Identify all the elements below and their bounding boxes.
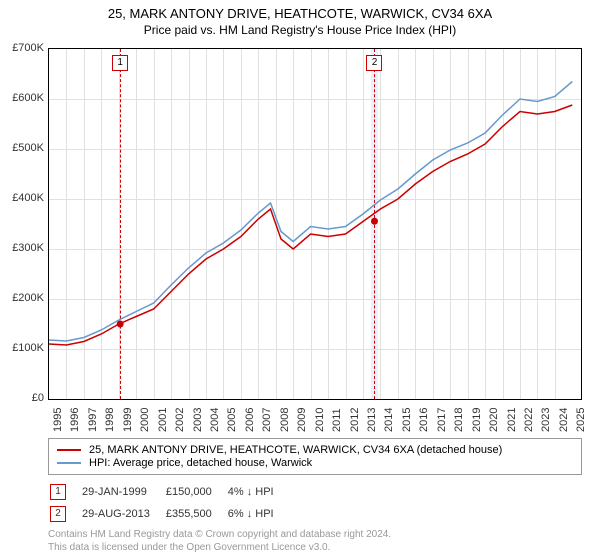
x-axis-label: 2022 — [523, 408, 535, 432]
chart-title: 25, MARK ANTONY DRIVE, HEATHCOTE, WARWIC… — [0, 6, 600, 21]
event-dot — [117, 321, 124, 328]
x-axis-label: 2016 — [418, 408, 430, 432]
footer-line-2: This data is licensed under the Open Gov… — [48, 541, 391, 554]
x-axis-label: 1995 — [52, 408, 64, 432]
event-dot — [371, 218, 378, 225]
legend-item: 25, MARK ANTONY DRIVE, HEATHCOTE, WARWIC… — [57, 444, 573, 456]
x-axis-label: 2018 — [453, 408, 465, 432]
event-delta: 4% ↓ HPI — [228, 482, 288, 502]
x-axis-label: 2024 — [558, 408, 570, 432]
series-red — [49, 105, 572, 345]
legend-label: 25, MARK ANTONY DRIVE, HEATHCOTE, WARWIC… — [89, 444, 502, 456]
event-row: 1 29-JAN-1999£150,0004% ↓ HPI — [50, 482, 288, 502]
legend: 25, MARK ANTONY DRIVE, HEATHCOTE, WARWIC… — [48, 438, 582, 475]
y-axis-label: £0 — [0, 392, 44, 404]
x-axis-label: 2014 — [383, 408, 395, 432]
title-block: 25, MARK ANTONY DRIVE, HEATHCOTE, WARWIC… — [0, 0, 600, 37]
x-axis-label: 1999 — [122, 408, 134, 432]
x-axis-label: 2009 — [296, 408, 308, 432]
x-axis-label: 2010 — [314, 408, 326, 432]
footer-line-1: Contains HM Land Registry data © Crown c… — [48, 528, 391, 541]
x-axis-label: 2003 — [192, 408, 204, 432]
x-axis-label: 2004 — [209, 408, 221, 432]
chart-subtitle: Price paid vs. HM Land Registry's House … — [0, 23, 600, 37]
x-axis-label: 2011 — [331, 408, 343, 432]
legend-swatch — [57, 449, 81, 451]
y-axis-label: £300K — [0, 242, 44, 254]
y-axis-label: £700K — [0, 42, 44, 54]
y-axis-label: £200K — [0, 292, 44, 304]
chart-plot-area: 12 — [48, 48, 582, 400]
event-price: £150,000 — [166, 482, 226, 502]
event-row: 2 29-AUG-2013£355,5006% ↓ HPI — [50, 504, 288, 524]
x-axis-label: 1997 — [87, 408, 99, 432]
x-axis-label: 2000 — [139, 408, 151, 432]
x-axis-label: 2017 — [436, 408, 448, 432]
legend-item: HPI: Average price, detached house, Warw… — [57, 457, 573, 469]
x-axis-label: 2005 — [226, 408, 238, 432]
event-row-marker: 1 — [50, 484, 66, 500]
y-axis-label: £100K — [0, 342, 44, 354]
event-row-marker: 2 — [50, 506, 66, 522]
events-table: 1 29-JAN-1999£150,0004% ↓ HPI 2 29-AUG-2013… — [48, 480, 290, 526]
event-date: 29-JAN-1999 — [82, 482, 164, 502]
x-axis-label: 2021 — [506, 408, 518, 432]
legend-label: HPI: Average price, detached house, Warw… — [89, 457, 312, 469]
y-axis-label: £400K — [0, 192, 44, 204]
series-blue — [49, 82, 572, 342]
x-axis-label: 1998 — [104, 408, 116, 432]
event-date: 29-AUG-2013 — [82, 504, 164, 524]
x-axis-label: 2020 — [488, 408, 500, 432]
chart-lines — [49, 49, 581, 399]
x-axis-label: 2023 — [540, 408, 552, 432]
x-axis-label: 2025 — [575, 408, 587, 432]
y-axis-label: £600K — [0, 92, 44, 104]
x-axis-label: 2001 — [157, 408, 169, 432]
y-axis-label: £500K — [0, 142, 44, 154]
x-axis-label: 2013 — [366, 408, 378, 432]
x-axis-label: 2015 — [401, 408, 413, 432]
x-axis-label: 2002 — [174, 408, 186, 432]
footer-attribution: Contains HM Land Registry data © Crown c… — [48, 528, 391, 554]
x-axis-label: 2006 — [244, 408, 256, 432]
event-price: £355,500 — [166, 504, 226, 524]
x-axis-label: 2019 — [471, 408, 483, 432]
x-axis-label: 2007 — [261, 408, 273, 432]
x-axis-label: 1996 — [69, 408, 81, 432]
x-axis-label: 2008 — [279, 408, 291, 432]
x-axis-label: 2012 — [349, 408, 361, 432]
event-delta: 6% ↓ HPI — [228, 504, 288, 524]
legend-swatch — [57, 462, 81, 464]
